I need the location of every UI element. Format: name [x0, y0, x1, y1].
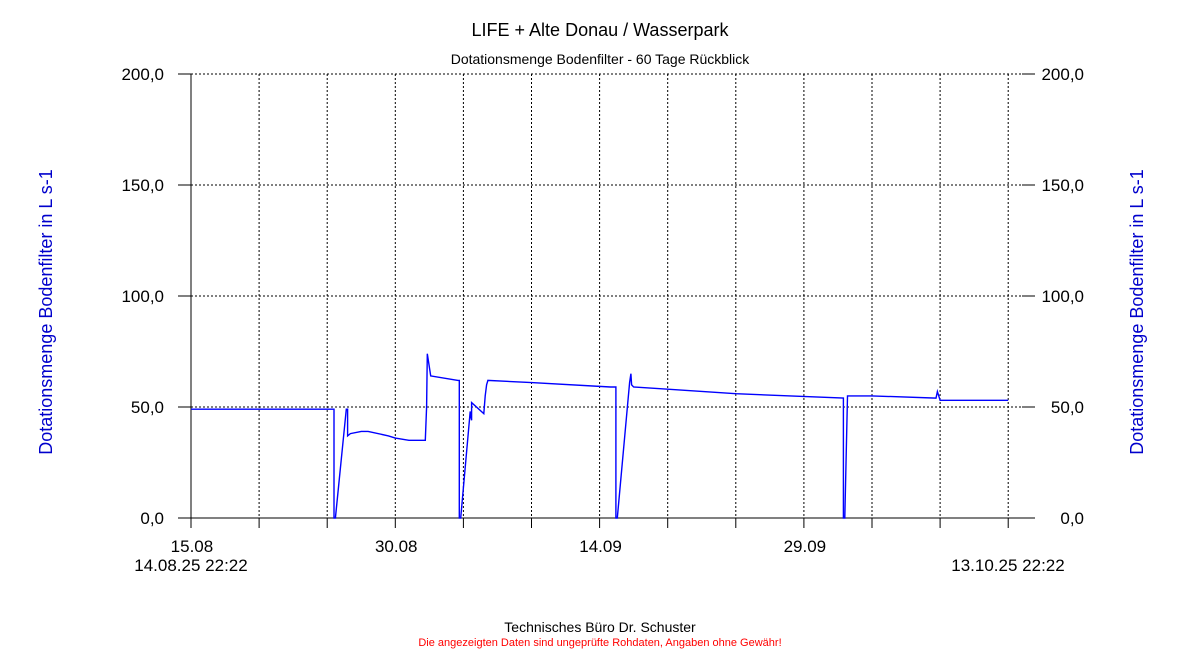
- grid: [190, 73, 1022, 518]
- y-tick-label-left: 100,0: [121, 287, 164, 306]
- y-tick-label-right: 100,0: [1041, 287, 1084, 306]
- y-tick-label-left: 50,0: [131, 398, 164, 417]
- x-tick-labels: 15.08 30.08 14.09 29.09: [171, 537, 826, 556]
- y-tick-label-right: 150,0: [1041, 176, 1084, 195]
- y-tick-label-right: 50,0: [1051, 398, 1084, 417]
- range-start-label: 14.08.25 22:22: [134, 556, 247, 575]
- range-end-label: 13.10.25 22:22: [951, 556, 1064, 575]
- footer-company: Technisches Büro Dr. Schuster: [504, 619, 696, 635]
- y-tick-label-left: 200,0: [121, 65, 164, 84]
- x-tick-label: 15.08: [171, 537, 214, 556]
- x-tick-label: 14.09: [579, 537, 622, 556]
- y-tick-label-left: 0,0: [140, 509, 164, 528]
- y-tick-labels: 0,0 0,0 50,0 50,0 100,0 100,0 150,0 150,0 200,0 2…: [121, 65, 1084, 528]
- x-tick-label: 29.09: [784, 537, 827, 556]
- y-axis-label-right: Dotationsmenge Bodenfilter in L s-1: [1127, 169, 1147, 455]
- chart-title: LIFE + Alte Donau / Wasserpark: [472, 20, 730, 40]
- y-axis-label-left: Dotationsmenge Bodenfilter in L s-1: [36, 169, 56, 455]
- y-tick-label-left: 150,0: [121, 176, 164, 195]
- chart-subtitle: Dotationsmenge Bodenfilter - 60 Tage Rüc…: [451, 51, 751, 67]
- axes: [178, 73, 1035, 528]
- y-tick-label-right: 0,0: [1060, 509, 1084, 528]
- series-group: [191, 353, 1009, 519]
- footer-disclaimer: Die angezeigten Daten sind ungeprüfte Ro…: [418, 637, 781, 649]
- x-tick-label: 30.08: [375, 537, 418, 556]
- series-line: [191, 353, 1009, 519]
- y-tick-label-right: 200,0: [1041, 65, 1084, 84]
